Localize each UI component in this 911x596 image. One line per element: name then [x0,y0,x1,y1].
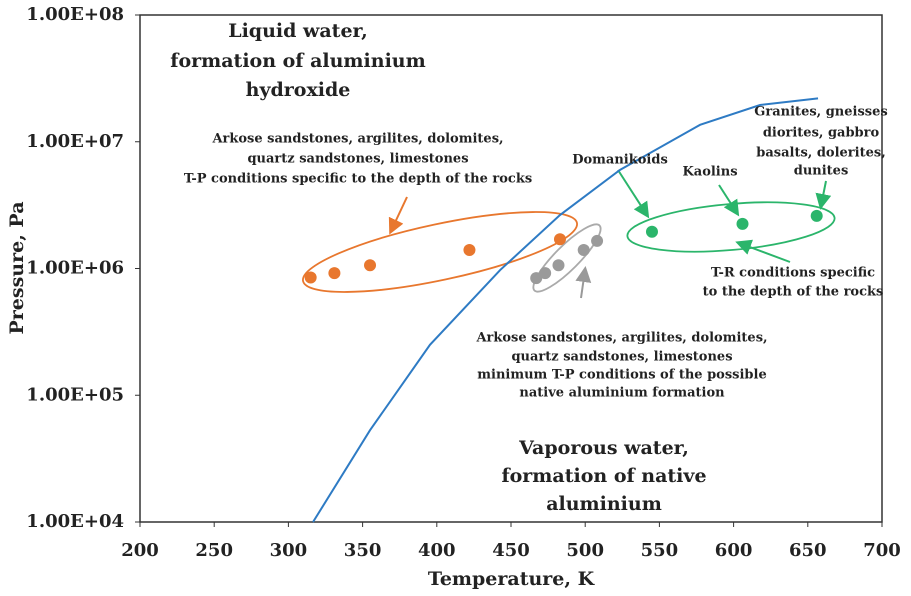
arrows [388,169,832,299]
point [539,267,552,280]
annotation: to the depth of the rocks [703,285,884,300]
annotation: aluminium [546,493,662,515]
annotation: minimum T-P conditions of the possible [477,368,766,383]
x-tick-label: 250 [195,540,233,561]
x-tick-label: 400 [418,540,456,561]
point [552,259,565,272]
point [810,209,823,222]
point [328,267,341,280]
y-axis-label: Pressure, Pa [6,201,28,334]
x-tick-label: 450 [492,540,530,561]
x-tick-label: 500 [566,540,604,561]
x-tick-label: 600 [715,540,753,561]
annotation: Arkose sandstones, argilites, dolomites, [475,331,767,346]
annotation: quartz sandstones, limestones [511,350,732,365]
arrow [617,169,650,219]
y-tick-label: 1.00E+07 [26,131,124,152]
y-tick-label: 1.00E+04 [26,511,124,532]
curve [312,97,819,523]
annotation: formation of aluminium [170,50,425,72]
arrow [388,196,408,235]
ellipse [532,223,602,293]
point [304,271,317,284]
point [591,234,604,247]
x-tick-label: 300 [270,540,308,561]
x-tick-label: 350 [344,540,382,561]
arrow [815,180,832,210]
annotation: Kaolins [682,165,737,180]
x-axis-label: Temperature, K [428,568,596,590]
x-tick-label: 550 [641,540,679,561]
annotation: native aluminium formation [519,386,725,401]
annotation: formation of native [501,465,706,487]
y-tick-label: 1.00E+05 [26,384,124,405]
arrow [735,239,791,263]
annotation: Domanikoids [572,153,668,168]
point [577,243,590,256]
x-tick-label: 650 [789,540,827,561]
annotation: diorites, gabbro [763,126,880,141]
point [553,233,566,246]
annotation: hydroxide [246,79,351,101]
point [463,243,476,256]
annotation: basalts, dolerites, [756,146,885,161]
annotation: Arkose sandstones, argilites, dolomites, [211,132,503,147]
annotation: T-R conditions specific [711,266,875,281]
arrow [718,184,740,217]
arrow [575,266,592,299]
point [364,259,377,272]
x-tick-label: 200 [121,540,159,561]
annotation: quartz sandstones, limestones [247,152,468,167]
annotation: Granites, gneisses [754,105,887,120]
point [645,225,658,238]
point [736,217,749,230]
y-tick-label: 1.00E+08 [26,4,124,25]
annotation: Vaporous water, [518,437,689,459]
y-tick-label: 1.00E+06 [26,258,124,279]
x-tick-label: 700 [863,540,901,561]
point [530,272,543,285]
ellipse [302,211,578,293]
annotation: T-P conditions specific to the depth of … [184,172,532,187]
annotation: Liquid water, [228,20,368,42]
annotation: dunites [794,164,849,179]
